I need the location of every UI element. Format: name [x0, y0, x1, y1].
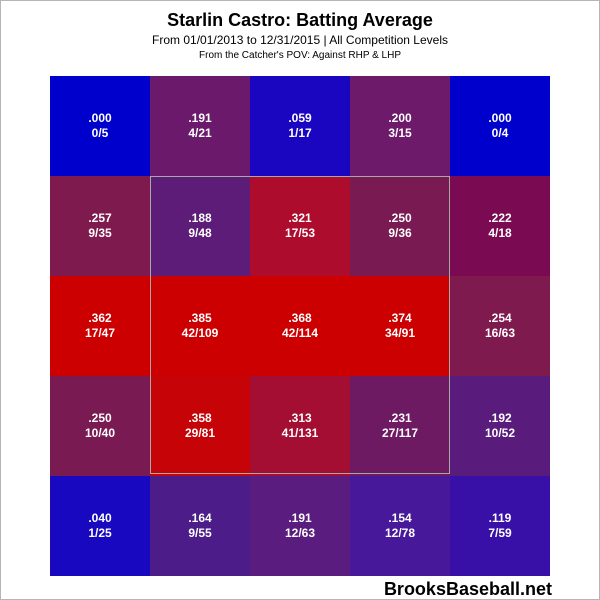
chart-title: Starlin Castro: Batting Average	[167, 10, 433, 30]
zone-avg-label: .385	[188, 311, 212, 325]
zone-avg-label: .192	[488, 411, 512, 425]
zone-hits-label: 17/53	[284, 226, 316, 240]
zone-avg-label: .250	[88, 411, 112, 425]
zone-hits-label: 41/131	[281, 426, 319, 440]
zone-cell-r1-c5: .000 0/4	[450, 76, 550, 176]
zone-cell-r2-c5: .222 4/18	[450, 176, 550, 276]
zone-cell-r4-c3: .313 41/131	[250, 376, 350, 476]
zone-avg-label: .254	[488, 311, 512, 325]
zone-hits-label: 4/18	[488, 226, 512, 240]
zone-hits-label: 16/63	[484, 326, 516, 340]
zone-hits-label: 29/81	[184, 426, 216, 440]
zone-cell-r5-c5: .119 7/59	[450, 476, 550, 576]
zone-cell-r3-c3: .368 42/114	[250, 276, 350, 376]
zone-hits-label: 1/25	[88, 526, 112, 540]
zone-hits-label: 0/5	[91, 126, 109, 140]
zone-avg-label: .154	[388, 511, 412, 525]
zone-avg-label: .231	[388, 411, 412, 425]
zone-hits-label: 9/36	[388, 226, 412, 240]
zone-avg-label: .362	[88, 311, 112, 325]
zone-cell-r1-c2: .191 4/21	[150, 76, 250, 176]
zone-avg-label: .200	[388, 111, 412, 125]
chart-subtitle-pov: From the Catcher's POV: Against RHP & LH…	[199, 50, 401, 61]
zone-cell-r1-c3: .059 1/17	[250, 76, 350, 176]
zone-hits-label: 9/48	[188, 226, 212, 240]
zone-heatmap: .000 0/5.191 4/21.059 1/17.200 3/15.000 0/4.2…	[50, 76, 550, 576]
zone-avg-label: .059	[288, 111, 312, 125]
zone-hits-label: 7/59	[488, 526, 512, 540]
zone-hits-label: 17/47	[84, 326, 116, 340]
zone-avg-label: .000	[88, 111, 112, 125]
chart-subtitle: From 01/01/2013 to 12/31/2015 | All Comp…	[152, 33, 448, 47]
zone-cell-r4-c2: .358 29/81	[150, 376, 250, 476]
zone-avg-label: .000	[488, 111, 512, 125]
zone-cell-r2-c2: .188 9/48	[150, 176, 250, 276]
zone-avg-label: .191	[188, 111, 212, 125]
zone-hits-label: 10/40	[84, 426, 116, 440]
zone-avg-label: .119	[488, 511, 512, 525]
zone-cell-r2-c1: .257 9/35	[50, 176, 150, 276]
zone-cell-r5-c1: .040 1/25	[50, 476, 150, 576]
zone-hits-label: 27/117	[381, 426, 419, 440]
zone-cell-r2-c3: .321 17/53	[250, 176, 350, 276]
zone-cell-r3-c4: .374 34/91	[350, 276, 450, 376]
zone-cell-r5-c3: .191 12/63	[250, 476, 350, 576]
watermark: BrooksBaseball.net	[383, 579, 552, 599]
zone-hits-label: 1/17	[288, 126, 312, 140]
zone-avg-label: .250	[388, 211, 412, 225]
zone-cell-r3-c2: .385 42/109	[150, 276, 250, 376]
zone-hits-label: 3/15	[388, 126, 412, 140]
zone-cell-r1-c1: .000 0/5	[50, 76, 150, 176]
zone-hits-label: 42/109	[181, 326, 219, 340]
zone-cell-r4-c1: .250 10/40	[50, 376, 150, 476]
zone-avg-label: .188	[188, 211, 212, 225]
zone-avg-label: .358	[188, 411, 212, 425]
zone-avg-label: .164	[188, 511, 212, 525]
zone-hits-label: 9/55	[188, 526, 212, 540]
zone-cell-r5-c2: .164 9/55	[150, 476, 250, 576]
zone-hits-label: 34/91	[384, 326, 416, 340]
zone-avg-label: .191	[288, 511, 312, 525]
zone-cell-r2-c4: .250 9/36	[350, 176, 450, 276]
zone-cell-r5-c4: .154 12/78	[350, 476, 450, 576]
zone-avg-label: .040	[88, 511, 112, 525]
zone-avg-label: .313	[288, 411, 312, 425]
zone-cell-r1-c4: .200 3/15	[350, 76, 450, 176]
zone-hits-label: 12/63	[284, 526, 316, 540]
zone-hits-label: 9/35	[88, 226, 112, 240]
zone-hits-label: 0/4	[491, 126, 509, 140]
zone-avg-label: .222	[488, 211, 512, 225]
zone-avg-label: .321	[288, 211, 312, 225]
zone-cell-r4-c5: .192 10/52	[450, 376, 550, 476]
zone-cell-r4-c4: .231 27/117	[350, 376, 450, 476]
zone-avg-label: .374	[388, 311, 412, 325]
zone-hits-label: 4/21	[188, 126, 212, 140]
zone-hits-label: 12/78	[384, 526, 416, 540]
zone-cell-r3-c5: .254 16/63	[450, 276, 550, 376]
zone-hits-label: 42/114	[281, 326, 319, 340]
zone-avg-label: .257	[88, 211, 112, 225]
zone-avg-label: .368	[288, 311, 312, 325]
zone-hits-label: 10/52	[484, 426, 516, 440]
zone-cell-r3-c1: .362 17/47	[50, 276, 150, 376]
